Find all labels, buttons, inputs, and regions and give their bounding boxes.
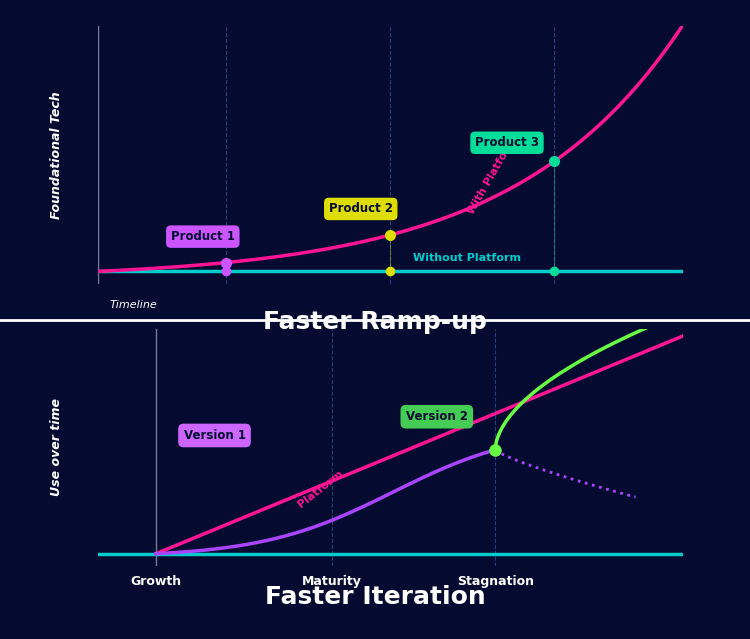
Text: Use over time: Use over time [50, 398, 63, 497]
Text: Version 2: Version 2 [406, 410, 468, 423]
Text: Foundational Tech: Foundational Tech [50, 91, 63, 219]
Text: Growth: Growth [130, 575, 182, 588]
Text: Product 2: Product 2 [328, 203, 393, 215]
Text: Without Platform: Without Platform [413, 253, 521, 263]
Text: With Platform: With Platform [466, 135, 518, 216]
Text: Product 1: Product 1 [171, 230, 235, 243]
Text: Timeline: Timeline [110, 300, 157, 310]
Text: Stagnation: Stagnation [457, 575, 534, 588]
Text: Version 1: Version 1 [184, 429, 245, 442]
Text: Platform: Platform [296, 468, 345, 510]
Text: Faster Ramp-up: Faster Ramp-up [263, 310, 487, 334]
Text: Product 3: Product 3 [475, 136, 539, 150]
Text: Maturity: Maturity [302, 575, 362, 588]
Text: Faster Iteration: Faster Iteration [265, 585, 485, 609]
